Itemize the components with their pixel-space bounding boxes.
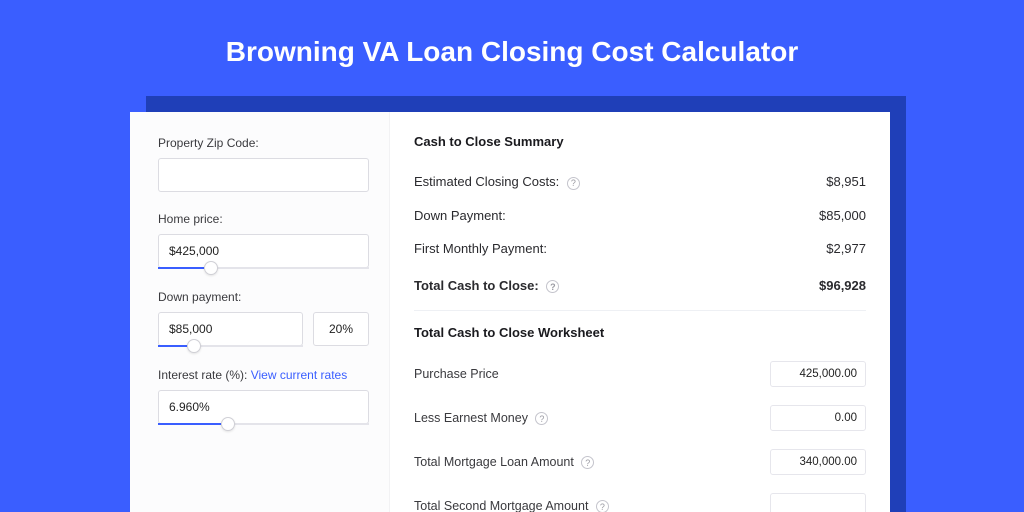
- rate-slider-group: [158, 390, 369, 424]
- worksheet-label: Total Mortgage Loan Amount ?: [414, 455, 594, 470]
- help-icon[interactable]: ?: [596, 500, 609, 512]
- summary-label-text: Down Payment:: [414, 208, 506, 223]
- worksheet-row-mortgage-amount: Total Mortgage Loan Amount ? 340,000.00: [414, 440, 866, 484]
- view-rates-link[interactable]: View current rates: [251, 368, 348, 382]
- summary-total-value: $96,928: [819, 278, 866, 293]
- rate-input[interactable]: [158, 390, 369, 424]
- price-slider-group: [158, 234, 369, 268]
- worksheet-label: Purchase Price: [414, 367, 499, 381]
- price-input[interactable]: [158, 234, 369, 268]
- price-slider-fill: [158, 267, 204, 269]
- results-panel: Cash to Close Summary Estimated Closing …: [390, 112, 890, 512]
- down-label: Down payment:: [158, 290, 369, 304]
- rate-label-row: Interest rate (%): View current rates: [158, 368, 369, 382]
- zip-field-group: Property Zip Code:: [158, 136, 369, 192]
- summary-value: $8,951: [826, 174, 866, 189]
- price-label: Home price:: [158, 212, 369, 226]
- summary-value: $85,000: [819, 208, 866, 223]
- down-slider-thumb[interactable]: [187, 339, 201, 353]
- inputs-panel: Property Zip Code: Home price: Down paym…: [130, 112, 390, 512]
- page-title: Browning VA Loan Closing Cost Calculator: [0, 0, 1024, 68]
- zip-label: Property Zip Code:: [158, 136, 369, 150]
- summary-total-label-text: Total Cash to Close:: [414, 278, 539, 293]
- worksheet-label: Total Second Mortgage Amount ?: [414, 499, 609, 512]
- down-row: 20%: [158, 312, 369, 368]
- summary-row-total: Total Cash to Close: ? $96,928: [414, 269, 866, 303]
- worksheet-label: Less Earnest Money ?: [414, 411, 548, 426]
- zip-input[interactable]: [158, 158, 369, 192]
- worksheet-value[interactable]: [770, 493, 866, 512]
- help-icon[interactable]: ?: [567, 177, 580, 190]
- worksheet-value[interactable]: 340,000.00: [770, 449, 866, 475]
- summary-heading: Cash to Close Summary: [414, 134, 866, 149]
- rate-slider-fill: [158, 423, 221, 425]
- worksheet-value[interactable]: 0.00: [770, 405, 866, 431]
- worksheet-value[interactable]: 425,000.00: [770, 361, 866, 387]
- worksheet-label-text: Total Mortgage Loan Amount: [414, 455, 574, 469]
- worksheet-heading: Total Cash to Close Worksheet: [414, 310, 866, 352]
- help-icon[interactable]: ?: [581, 456, 594, 469]
- summary-label-text: Estimated Closing Costs:: [414, 174, 559, 189]
- summary-value: $2,977: [826, 241, 866, 256]
- page-background: Browning VA Loan Closing Cost Calculator…: [0, 0, 1024, 512]
- down-percent-display[interactable]: 20%: [313, 312, 369, 346]
- worksheet-label-text: Less Earnest Money: [414, 411, 528, 425]
- worksheet-row-earnest-money: Less Earnest Money ? 0.00: [414, 396, 866, 440]
- summary-row-closing-costs: Estimated Closing Costs: ? $8,951: [414, 165, 866, 199]
- calculator-card: Property Zip Code: Home price: Down paym…: [130, 112, 890, 512]
- summary-label: Total Cash to Close: ?: [414, 278, 559, 294]
- rate-slider-thumb[interactable]: [221, 417, 235, 431]
- down-slider-group: [158, 312, 303, 346]
- summary-row-down-payment: Down Payment: $85,000: [414, 199, 866, 232]
- down-slider-fill: [158, 345, 187, 347]
- help-icon[interactable]: ?: [546, 280, 559, 293]
- worksheet-row-second-mortgage: Total Second Mortgage Amount ?: [414, 484, 866, 512]
- rate-label: Interest rate (%):: [158, 368, 247, 382]
- summary-row-first-payment: First Monthly Payment: $2,977: [414, 232, 866, 265]
- summary-label-text: First Monthly Payment:: [414, 241, 547, 256]
- help-icon[interactable]: ?: [535, 412, 548, 425]
- worksheet-label-text: Total Second Mortgage Amount: [414, 499, 588, 512]
- down-input[interactable]: [158, 312, 303, 346]
- worksheet-row-purchase-price: Purchase Price 425,000.00: [414, 352, 866, 396]
- price-slider-thumb[interactable]: [204, 261, 218, 275]
- summary-label: Estimated Closing Costs: ?: [414, 174, 580, 190]
